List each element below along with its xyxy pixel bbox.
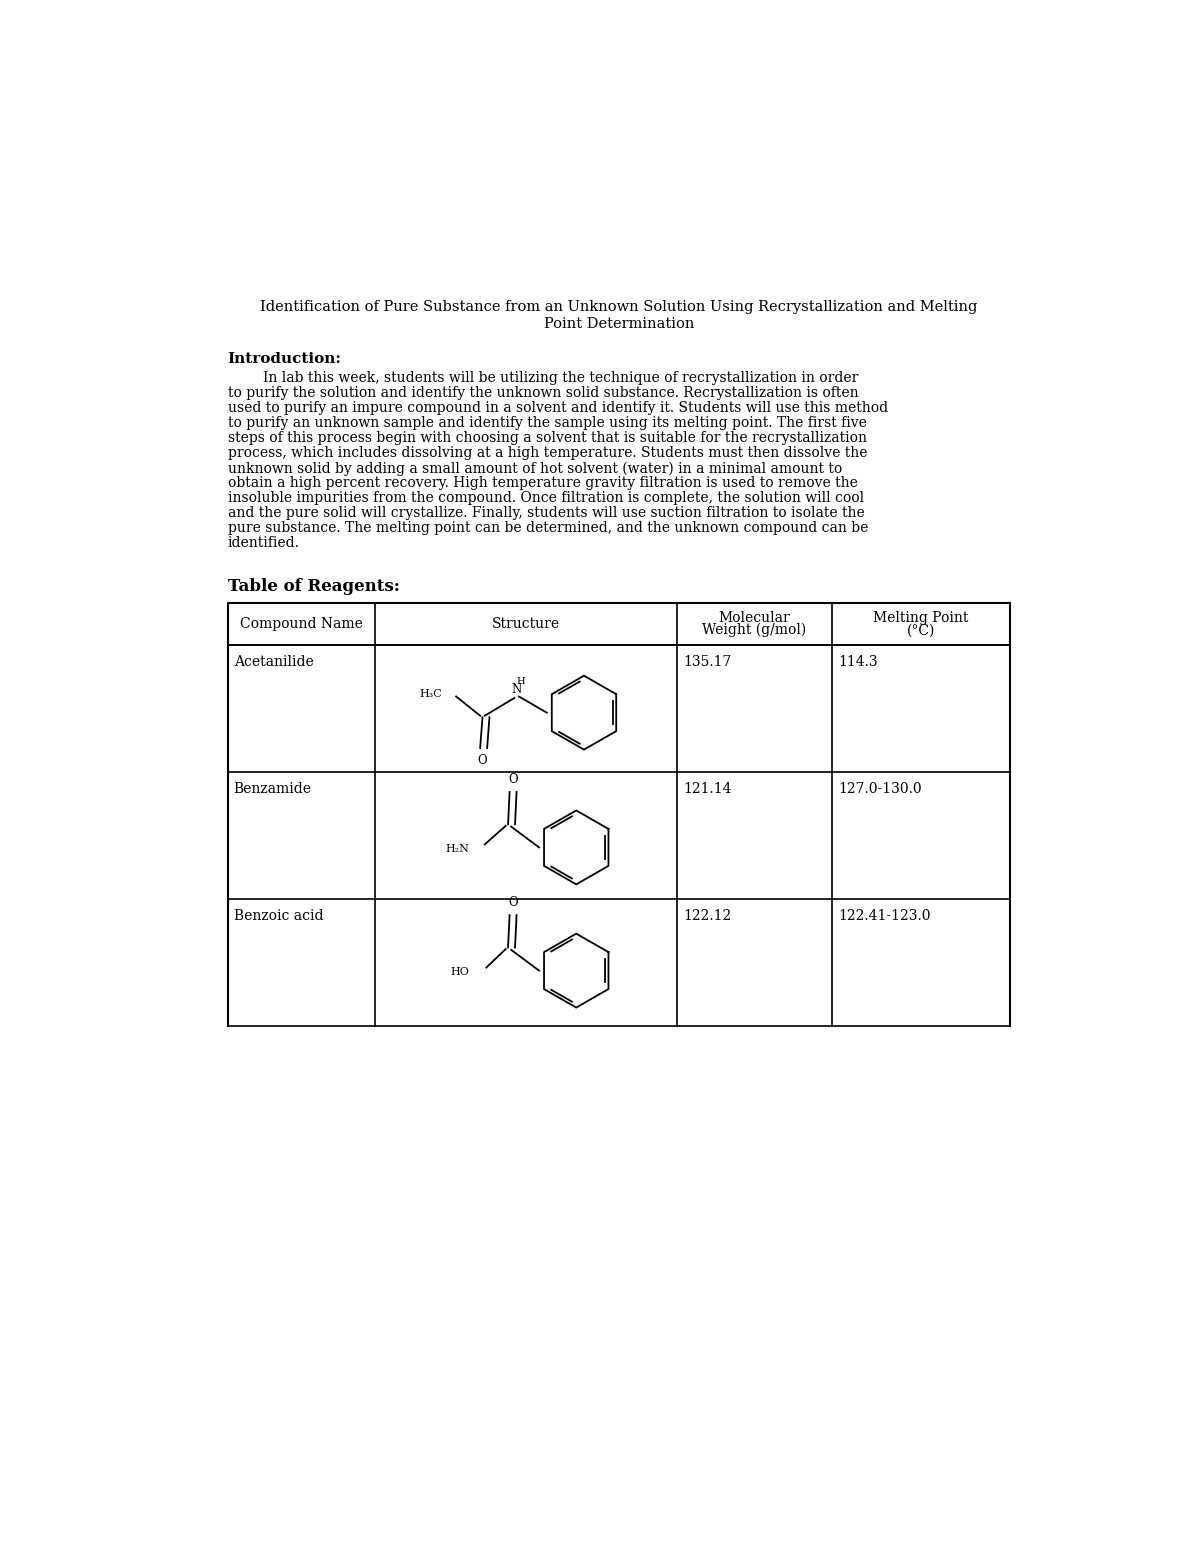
Text: N: N <box>511 683 522 696</box>
Text: 114.3: 114.3 <box>839 654 878 668</box>
Text: Identification of Pure Substance from an Unknown Solution Using Recrystallizatio: Identification of Pure Substance from an… <box>260 300 978 314</box>
Text: insoluble impurities from the compound. Once filtration is complete, the solutio: insoluble impurities from the compound. … <box>228 491 864 505</box>
Text: and the pure solid will crystallize. Finally, students will use suction filtrati: and the pure solid will crystallize. Fin… <box>228 506 864 520</box>
Text: 127.0-130.0: 127.0-130.0 <box>839 781 922 795</box>
Text: steps of this process begin with choosing a solvent that is suitable for the rec: steps of this process begin with choosin… <box>228 432 866 446</box>
Text: Melting Point: Melting Point <box>874 610 968 624</box>
Text: H₂N: H₂N <box>445 843 469 854</box>
Text: 121.14: 121.14 <box>683 781 732 795</box>
Text: Acetanilide: Acetanilide <box>234 654 313 668</box>
Text: Molecular: Molecular <box>719 610 791 624</box>
Text: (°C): (°C) <box>907 623 935 637</box>
Text: Introduction:: Introduction: <box>228 353 342 367</box>
Text: process, which includes dissolving at a high temperature. Students must then dis: process, which includes dissolving at a … <box>228 446 866 460</box>
Text: identified.: identified. <box>228 536 299 550</box>
Text: H₃C: H₃C <box>420 690 442 699</box>
Text: Point Determination: Point Determination <box>544 317 694 331</box>
Text: 135.17: 135.17 <box>683 654 732 668</box>
Text: used to purify an impure compound in a solvent and identify it. Students will us: used to purify an impure compound in a s… <box>228 401 888 415</box>
Text: 122.41-123.0: 122.41-123.0 <box>839 909 931 922</box>
Text: to purify the solution and identify the unknown solid substance. Recrystallizati: to purify the solution and identify the … <box>228 387 858 401</box>
Text: 122.12: 122.12 <box>683 909 732 922</box>
Text: HO: HO <box>450 968 469 977</box>
Text: obtain a high percent recovery. High temperature gravity filtration is used to r: obtain a high percent recovery. High tem… <box>228 477 857 491</box>
Text: Benzoic acid: Benzoic acid <box>234 909 323 922</box>
Text: H: H <box>516 677 524 686</box>
Text: to purify an unknown sample and identify the sample using its melting point. The: to purify an unknown sample and identify… <box>228 416 866 430</box>
Text: O: O <box>508 773 517 786</box>
Text: In lab this week, students will be utilizing the technique of recrystallization : In lab this week, students will be utili… <box>228 371 858 385</box>
Text: O: O <box>476 755 486 767</box>
Text: Benzamide: Benzamide <box>234 781 312 795</box>
Text: Table of Reagents:: Table of Reagents: <box>228 578 400 595</box>
Text: unknown solid by adding a small amount of hot solvent (water) in a minimal amoun: unknown solid by adding a small amount o… <box>228 461 841 475</box>
Text: Structure: Structure <box>492 617 560 631</box>
Text: Weight (g/mol): Weight (g/mol) <box>702 623 806 637</box>
Text: Compound Name: Compound Name <box>240 617 362 631</box>
Text: pure substance. The melting point can be determined, and the unknown compound ca: pure substance. The melting point can be… <box>228 522 868 536</box>
Text: O: O <box>508 896 517 909</box>
